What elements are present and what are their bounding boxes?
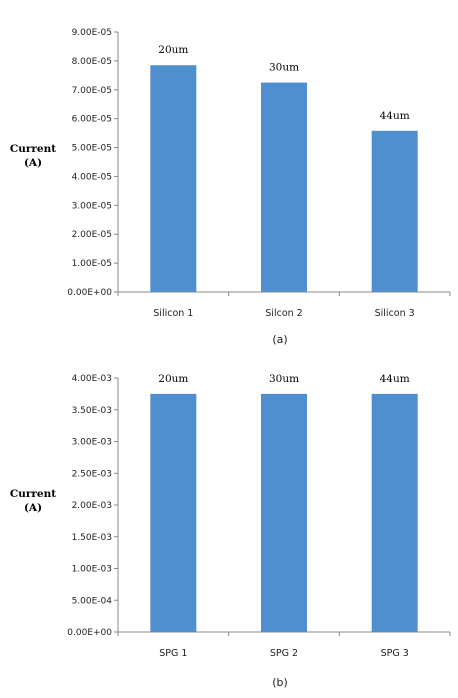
- bar: [371, 393, 418, 632]
- y-tick-label: 3.50E-03: [72, 406, 112, 416]
- y-tick-label: 3.00E-03: [72, 438, 112, 448]
- y-tick-label: 5.00E-04: [72, 596, 113, 606]
- bar: [150, 65, 197, 292]
- y-axis-label: Current: [10, 143, 56, 155]
- bar: [150, 393, 197, 632]
- y-tick-label: 2.00E-05: [72, 230, 112, 240]
- y-tick-label: 0.00E+00: [67, 288, 112, 298]
- y-tick-label: 4.00E-05: [72, 172, 112, 182]
- figure-caption: (b): [272, 676, 288, 689]
- y-tick-label: 1.50E-03: [72, 533, 112, 543]
- figure-caption: (a): [272, 333, 287, 346]
- bar: [261, 393, 307, 632]
- chart-a: 0.00E+00 1.00E-05 2.00E-05 3.00E-05 4.00E-05…: [10, 28, 451, 346]
- x-tick-label: Silcon 2: [265, 308, 302, 319]
- y-tick-label: 2.50E-03: [72, 469, 112, 479]
- data-label: 20um: [158, 373, 188, 385]
- x-tick-label: SPG 2: [270, 648, 298, 659]
- y-axis-label: (A): [24, 157, 42, 169]
- x-tick-label: SPG 3: [381, 648, 409, 659]
- bar: [371, 130, 418, 292]
- y-tick-label: 0.00E+00: [67, 628, 112, 638]
- y-tick-label: 7.00E-05: [72, 86, 112, 96]
- y-tick-label: 6.00E-05: [72, 115, 112, 125]
- y-tick-label: 4.00E-03: [72, 374, 112, 384]
- y-tick-label: 8.00E-05: [72, 57, 112, 67]
- y-tick-label: 1.00E-05: [72, 259, 112, 269]
- data-label: 20um: [158, 44, 188, 56]
- data-label: 30um: [269, 373, 299, 385]
- y-tick-label: 1.00E-03: [72, 565, 112, 575]
- x-tick-label: Silicon 3: [375, 308, 415, 319]
- data-label: 44um: [380, 373, 410, 385]
- x-tick-label: SPG 1: [159, 648, 187, 659]
- data-label: 44um: [380, 110, 410, 122]
- y-axis-label: (A): [24, 502, 42, 514]
- bar: [261, 82, 307, 292]
- data-label: 30um: [269, 62, 299, 74]
- y-axis-label: Current: [10, 488, 56, 500]
- y-tick-label: 2.00E-03: [72, 501, 112, 511]
- chart-b: 0.00E+00 5.00E-04 1.00E-03 1.50E-03 2.00E-03…: [10, 373, 451, 689]
- y-tick-label: 9.00E-05: [72, 28, 112, 38]
- y-tick-label: 3.00E-05: [72, 201, 112, 211]
- x-tick-label: Silicon 1: [153, 308, 193, 319]
- y-tick-label: 5.00E-05: [72, 144, 112, 154]
